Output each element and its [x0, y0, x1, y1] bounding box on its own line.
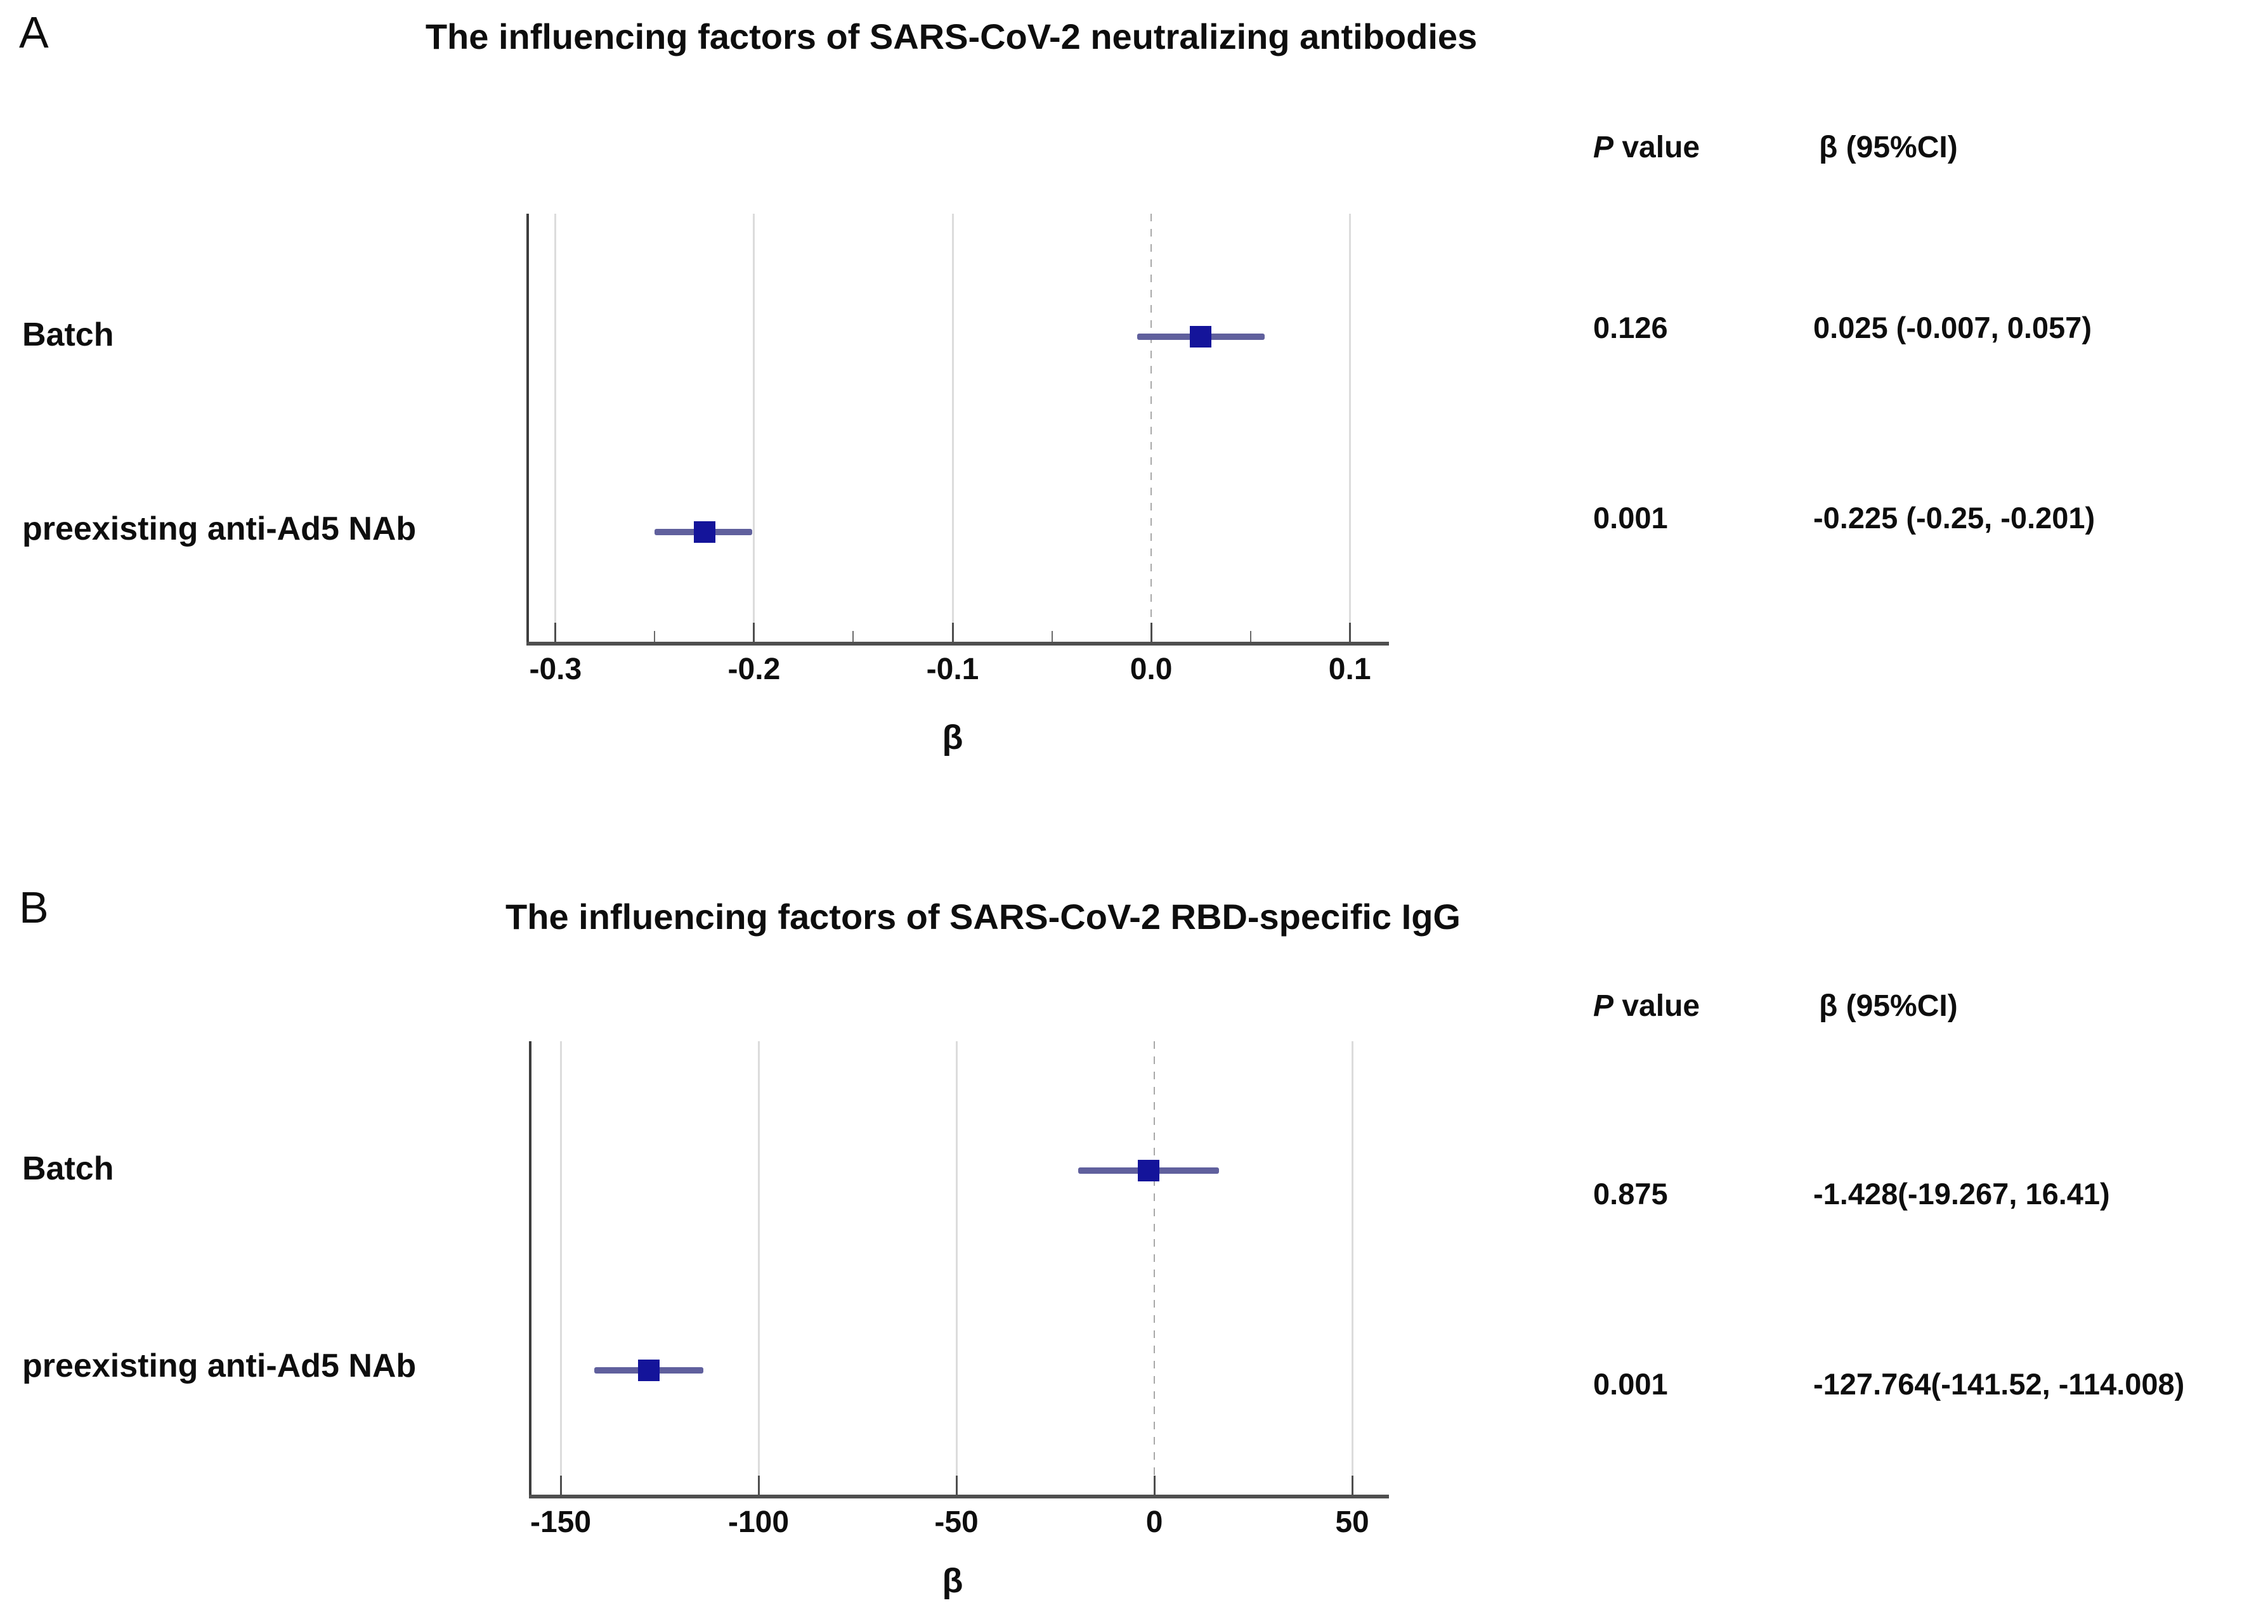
x-axis-tick-label: -0.2	[727, 653, 781, 686]
panel-b-x-axis-label: β	[942, 1562, 963, 1600]
beta-point-marker	[693, 521, 715, 543]
y-axis-spine	[529, 1041, 531, 1495]
x-axis-major-tick	[554, 623, 557, 642]
beta-point-marker	[637, 1360, 660, 1381]
panel-a-row-label-batch: Batch	[22, 316, 114, 353]
panel-b-batch-p-value: 0.875	[1593, 1177, 1668, 1211]
x-axis-major-tick	[955, 1476, 958, 1495]
x-axis-major-tick	[1153, 1476, 1156, 1495]
panel-a-p-header-rest: value	[1613, 131, 1700, 164]
panel-b-nab-beta-ci: -127.764(-141.52, -114.008)	[1813, 1367, 2185, 1401]
x-axis-tick-label: 0.1	[1328, 653, 1371, 686]
gridline	[559, 1041, 562, 1495]
panel-a-letter: A	[19, 8, 49, 57]
panel-a-title: The influencing factors of SARS-CoV-2 ne…	[425, 16, 1478, 56]
panel-b-row-label-preexisting-anti-ad5-nab: preexisting anti-Ad5 NAb	[22, 1348, 417, 1384]
x-axis-tick-label: 0	[1145, 1505, 1163, 1539]
panel-a-nab-beta-ci: -0.225 (-0.25, -0.201)	[1813, 501, 2095, 535]
x-axis-tick-label: 0.0	[1130, 653, 1173, 686]
x-axis-minor-tick	[852, 631, 854, 642]
panel-b-letter: B	[19, 883, 49, 932]
x-axis-major-tick	[1348, 623, 1351, 642]
panel-b-title: The influencing factors of SARS-CoV-2 RB…	[505, 897, 1461, 937]
x-axis-line	[529, 1495, 1389, 1498]
panel-a-batch-p-value: 0.126	[1593, 311, 1668, 344]
x-axis-major-tick	[753, 623, 755, 642]
x-axis-tick-label: -0.1	[926, 653, 979, 686]
panel-a-batch-beta-ci: 0.025 (-0.007, 0.057)	[1813, 311, 2092, 344]
x-axis-tick-label: 50	[1335, 1505, 1369, 1539]
panel-a-p-value-header: P value	[1593, 129, 1700, 166]
beta-point-marker	[1190, 326, 1212, 348]
panel-b-p-header-italic: P	[1593, 989, 1614, 1023]
beta-point-marker	[1138, 1160, 1160, 1181]
gridline	[753, 214, 755, 642]
gridline	[554, 214, 557, 642]
panel-a-p-header-italic: P	[1593, 131, 1614, 164]
gridline	[1351, 1041, 1353, 1495]
x-axis-tick-label: -50	[934, 1505, 979, 1539]
panel-a-nab-p-value: 0.001	[1593, 501, 1668, 535]
panel-b-beta-ci-header: β (95%CI)	[1819, 989, 1958, 1023]
panel-b-nab-p-value: 0.001	[1593, 1367, 1668, 1401]
x-axis-tick-label: -150	[530, 1505, 592, 1539]
panel-b-p-header-rest: value	[1613, 989, 1700, 1023]
panel-b-p-value-header: P value	[1593, 988, 1700, 1025]
panel-b-row-label-batch: Batch	[22, 1150, 114, 1187]
x-axis-major-tick	[559, 1476, 562, 1495]
zero-reference-line	[1154, 1041, 1156, 1495]
x-axis-tick-label: -100	[728, 1505, 790, 1539]
gridline	[1348, 214, 1351, 642]
x-axis-minor-tick	[1051, 631, 1053, 642]
gridline	[955, 1041, 958, 1495]
panel-a-x-axis-label: β	[942, 718, 963, 757]
x-axis-major-tick	[1150, 623, 1152, 642]
x-axis-major-tick	[757, 1476, 760, 1495]
x-axis-major-tick	[951, 623, 954, 642]
x-axis-minor-tick	[1249, 631, 1251, 642]
x-axis-minor-tick	[654, 631, 656, 642]
gridline	[951, 214, 954, 642]
panel-b-batch-beta-ci: -1.428(-19.267, 16.41)	[1813, 1177, 2110, 1211]
x-axis-line	[526, 642, 1389, 646]
zero-reference-line	[1150, 214, 1152, 642]
x-axis-tick-label: -0.3	[529, 653, 582, 686]
x-axis-major-tick	[1351, 1476, 1353, 1495]
panel-a-beta-ci-header: β (95%CI)	[1819, 131, 1958, 164]
gridline	[757, 1041, 760, 1495]
panel-a-row-label-preexisting-anti-ad5-nab: preexisting anti-Ad5 NAb	[22, 510, 417, 547]
y-axis-spine	[526, 214, 529, 642]
